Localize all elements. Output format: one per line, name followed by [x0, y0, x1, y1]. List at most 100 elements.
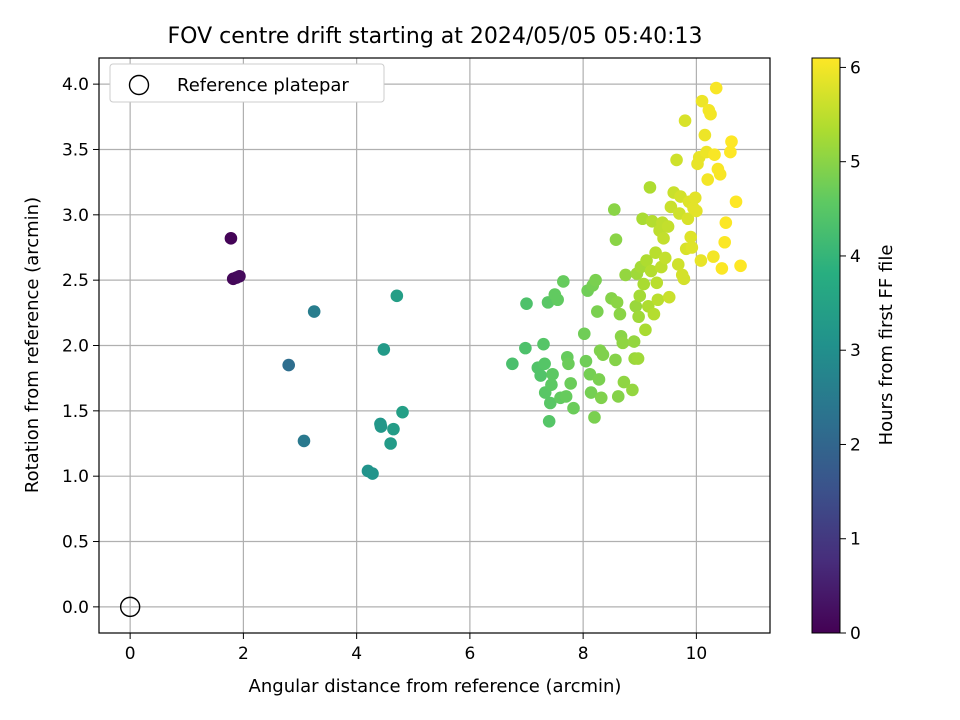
data-point — [543, 396, 557, 410]
y-tick-label: 1.0 — [62, 467, 89, 487]
legend-box — [109, 63, 385, 103]
data-point — [694, 254, 708, 267]
data-point — [688, 191, 702, 205]
reference-marker-icon — [119, 596, 141, 618]
data-point — [233, 269, 246, 283]
y-tick-label: 4.0 — [62, 75, 89, 95]
data-point — [651, 293, 665, 307]
data-point — [564, 377, 577, 390]
data-point — [588, 411, 601, 424]
data-point — [590, 305, 604, 318]
data-point — [701, 173, 715, 186]
colorbar: 0 1 2 3 4 5 6 Hours from first FF file — [811, 57, 897, 644]
data-point — [224, 232, 238, 245]
data-point — [534, 369, 547, 382]
data-point — [538, 357, 551, 371]
x-tick-label: 6 — [464, 644, 475, 664]
data-point — [307, 305, 321, 318]
data-point — [664, 200, 678, 214]
data-point — [632, 310, 645, 324]
data-point — [725, 135, 738, 148]
data-point — [387, 422, 400, 436]
y-tick-label: 3.0 — [62, 206, 89, 226]
data-point — [670, 153, 683, 167]
data-point — [551, 293, 564, 307]
data-point — [609, 353, 622, 367]
data-point — [661, 220, 675, 233]
data-point — [609, 233, 623, 246]
data-point — [594, 391, 608, 405]
data-point — [650, 276, 664, 290]
data-point — [596, 348, 610, 361]
y-tick-label: 0.0 — [62, 598, 89, 618]
data-point — [649, 246, 662, 260]
data-point — [584, 386, 598, 399]
data-point — [537, 337, 550, 351]
x-axis-ticks: 0 2 4 6 8 10 — [125, 633, 707, 664]
data-point — [377, 343, 391, 356]
data-point — [366, 467, 379, 480]
data-point — [627, 335, 641, 348]
data-point — [589, 273, 602, 287]
data-point — [611, 390, 625, 403]
data-point — [647, 307, 661, 321]
data-point — [631, 352, 645, 365]
data-point — [707, 250, 720, 263]
data-point — [637, 277, 651, 291]
x-tick-label: 0 — [125, 644, 136, 664]
data-point — [396, 405, 409, 419]
colorbar-tick-label: 5 — [850, 153, 861, 173]
y-tick-label: 0.5 — [62, 533, 89, 553]
data-point — [724, 145, 737, 159]
data-point — [718, 235, 732, 249]
data-point — [640, 254, 653, 267]
data-point — [629, 299, 643, 313]
data-point — [709, 81, 723, 95]
data-point — [557, 275, 570, 288]
data-point — [644, 264, 658, 278]
data-point — [297, 434, 311, 448]
data-point — [636, 212, 649, 226]
data-point — [617, 375, 631, 389]
data-point — [559, 390, 573, 403]
data-point — [592, 373, 606, 386]
data-points — [224, 81, 747, 480]
data-point — [713, 168, 727, 181]
data-point — [657, 232, 670, 245]
data-point — [626, 383, 639, 397]
data-point — [645, 215, 659, 228]
y-tick-label: 1.5 — [62, 402, 89, 422]
data-point — [662, 290, 676, 304]
data-point — [639, 323, 652, 337]
x-axis-label: Angular distance from reference (arcmin) — [249, 676, 622, 697]
data-point — [619, 268, 632, 282]
data-point — [708, 148, 721, 162]
legend: Reference platepar — [109, 63, 385, 103]
colorbar-label: Hours from first FF file — [876, 245, 897, 446]
colorbar-ticks: 0 1 2 3 4 5 6 — [840, 58, 861, 644]
colorbar-tick-label: 4 — [850, 247, 861, 267]
data-point — [677, 272, 691, 286]
data-point — [681, 212, 695, 226]
data-point — [719, 216, 733, 229]
data-point — [685, 241, 699, 254]
legend-entry-reference: Reference platepar — [177, 75, 349, 96]
chart-title: FOV centre drift starting at 2024/05/05 … — [168, 24, 703, 49]
data-point — [610, 296, 624, 309]
colorbar-tick-label: 1 — [850, 530, 861, 550]
data-point — [671, 258, 685, 271]
data-point — [684, 230, 698, 244]
data-point — [546, 367, 559, 381]
data-point — [613, 307, 627, 321]
y-axis-ticks: 0.0 0.5 1.0 1.5 2.0 2.5 3.0 3.5 4.0 — [62, 75, 99, 618]
colorbar-tick-label: 2 — [850, 435, 861, 455]
y-tick-label: 2.5 — [62, 271, 89, 291]
y-axis-label: Rotation from reference (arcmin) — [22, 197, 43, 493]
data-point — [729, 195, 743, 209]
data-point — [567, 401, 580, 415]
data-point — [690, 204, 703, 218]
data-point — [374, 420, 388, 433]
y-tick-label: 3.5 — [62, 140, 89, 160]
